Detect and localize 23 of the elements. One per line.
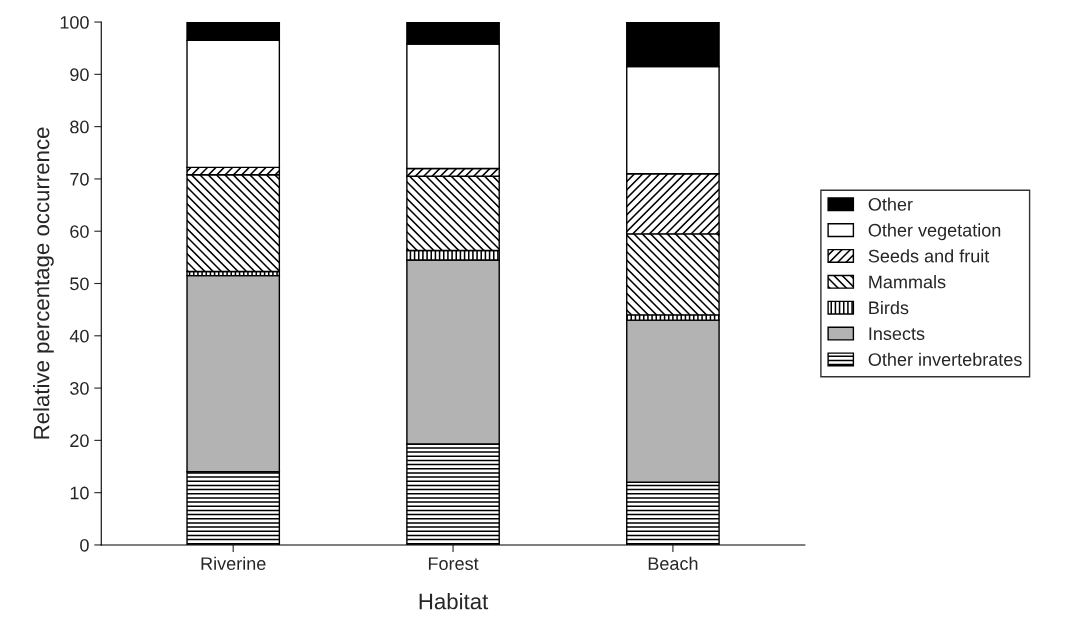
y-tick-label: 20 bbox=[70, 434, 89, 448]
y-tick-label: 80 bbox=[70, 120, 89, 134]
y-tick-label: 40 bbox=[69, 329, 89, 343]
y-axis-title: Relative percentage occurrence bbox=[33, 127, 54, 439]
x-tick-label: Beach bbox=[648, 556, 698, 571]
x-tick-label: Forest bbox=[428, 557, 479, 571]
legend-label: Insects bbox=[869, 327, 925, 341]
y-tick-label: 50 bbox=[70, 277, 89, 291]
legend-label: Other invertebrates bbox=[868, 352, 1022, 366]
y-tick-label: 10 bbox=[70, 486, 89, 500]
y-tick-label: 60 bbox=[70, 225, 89, 238]
y-tick-label: 30 bbox=[70, 382, 89, 395]
legend-label: Seeds and fruit bbox=[868, 249, 990, 263]
x-axis-title: Habitat bbox=[419, 593, 489, 610]
y-tick-label: 100 bbox=[60, 15, 89, 29]
legend-label: Mammals bbox=[869, 275, 946, 289]
y-tick-label: 90 bbox=[70, 68, 89, 82]
legend-label: Other bbox=[868, 197, 913, 211]
y-tick-label: 70 bbox=[70, 172, 89, 186]
y-tick-label: 0 bbox=[80, 538, 89, 552]
legend-label: Birds bbox=[869, 300, 909, 315]
x-tick-label: Riverine bbox=[201, 556, 266, 571]
legend-label: Other vegetation bbox=[868, 223, 1001, 241]
